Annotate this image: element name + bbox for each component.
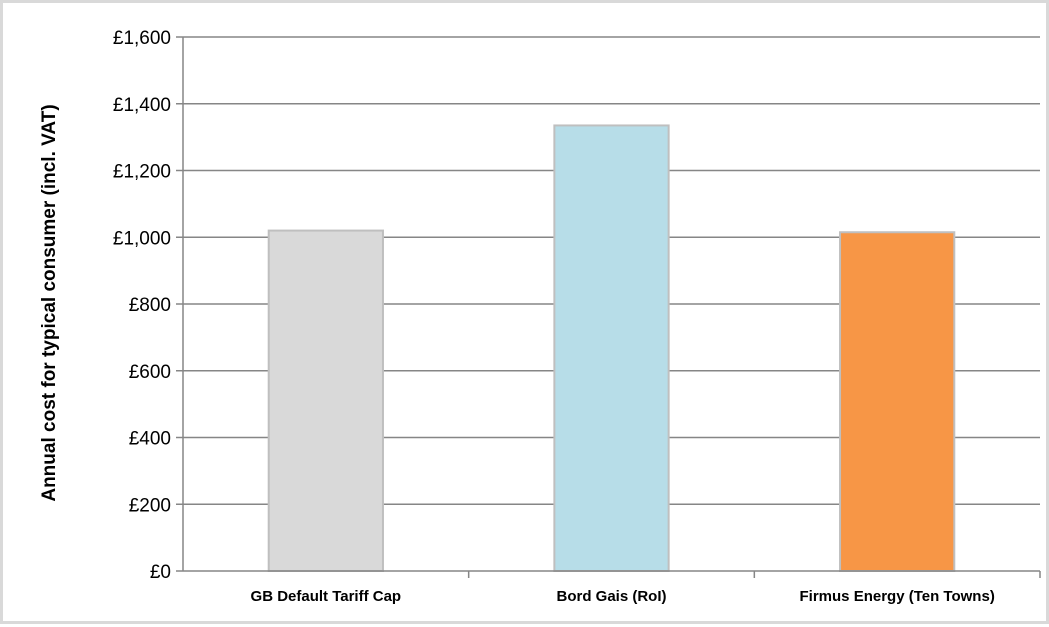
y-tick-label: £1,400: [113, 95, 171, 116]
x-tick-labels: GB Default Tariff Cap Bord Gais (RoI) Firm…: [251, 588, 995, 605]
bar: [553, 124, 670, 572]
y-axis-label: Annual cost for typical consumer (incl. …: [39, 104, 60, 501]
y-tick-labels: £0 £200 £400 £600 £800 £1,000 £1,200 £1,400 £1,6…: [113, 28, 171, 583]
x-tick-label: Firmus Energy (Ten Towns): [800, 588, 995, 605]
y-tick-label: £600: [129, 362, 171, 383]
y-tick-label: £1,600: [113, 28, 171, 49]
y-tick-label: £1,200: [113, 162, 171, 183]
bars: [267, 124, 956, 572]
x-tick-label: GB Default Tariff Cap: [251, 588, 402, 605]
y-tick-label: £400: [129, 429, 171, 450]
bar: [839, 231, 956, 572]
axes: [176, 36, 1041, 578]
y-tick-label: £200: [129, 495, 171, 516]
y-tick-label: £800: [129, 295, 171, 316]
y-tick-label: £1,000: [113, 228, 171, 249]
x-tick-label: Bord Gais (RoI): [556, 588, 666, 605]
bar-chart: £0 £200 £400 £600 £800 £1,000 £1,200 £1,400 £1,6…: [39, 28, 1041, 605]
y-tick-label: £0: [150, 562, 171, 583]
bar: [267, 229, 384, 572]
